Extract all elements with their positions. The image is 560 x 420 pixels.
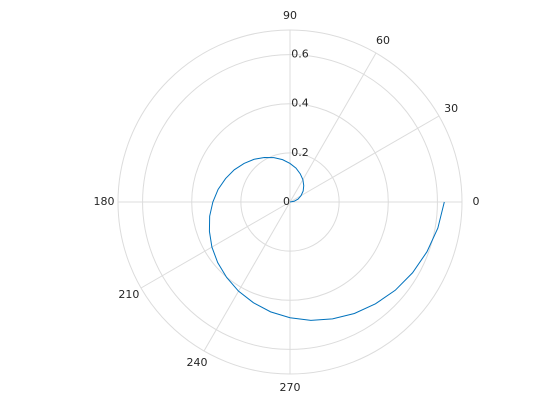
- theta-tick-label: 60: [376, 34, 390, 47]
- theta-tick-label: 30: [444, 102, 458, 115]
- r-tick-label: 0.4: [291, 97, 309, 110]
- r-tick-label: 0.6: [291, 48, 309, 61]
- spoke: [289, 115, 440, 203]
- ring: [240, 152, 340, 252]
- ring: [191, 103, 389, 301]
- spoke: [140, 201, 291, 289]
- r-tick-label: 0: [283, 195, 290, 208]
- theta-tick-label: 270: [280, 381, 301, 394]
- theta-tick-label: 90: [283, 9, 297, 22]
- spoke: [289, 52, 377, 203]
- spiral-line: [208, 157, 445, 321]
- theta-tick-label: 180: [94, 195, 115, 208]
- ring: [142, 54, 438, 350]
- theta-tick-label: 240: [187, 356, 208, 369]
- theta-tick-label: 210: [118, 288, 139, 301]
- r-tick-label: 0.2: [291, 146, 309, 159]
- theta-tick-label: 0: [473, 195, 480, 208]
- spoke: [203, 201, 291, 352]
